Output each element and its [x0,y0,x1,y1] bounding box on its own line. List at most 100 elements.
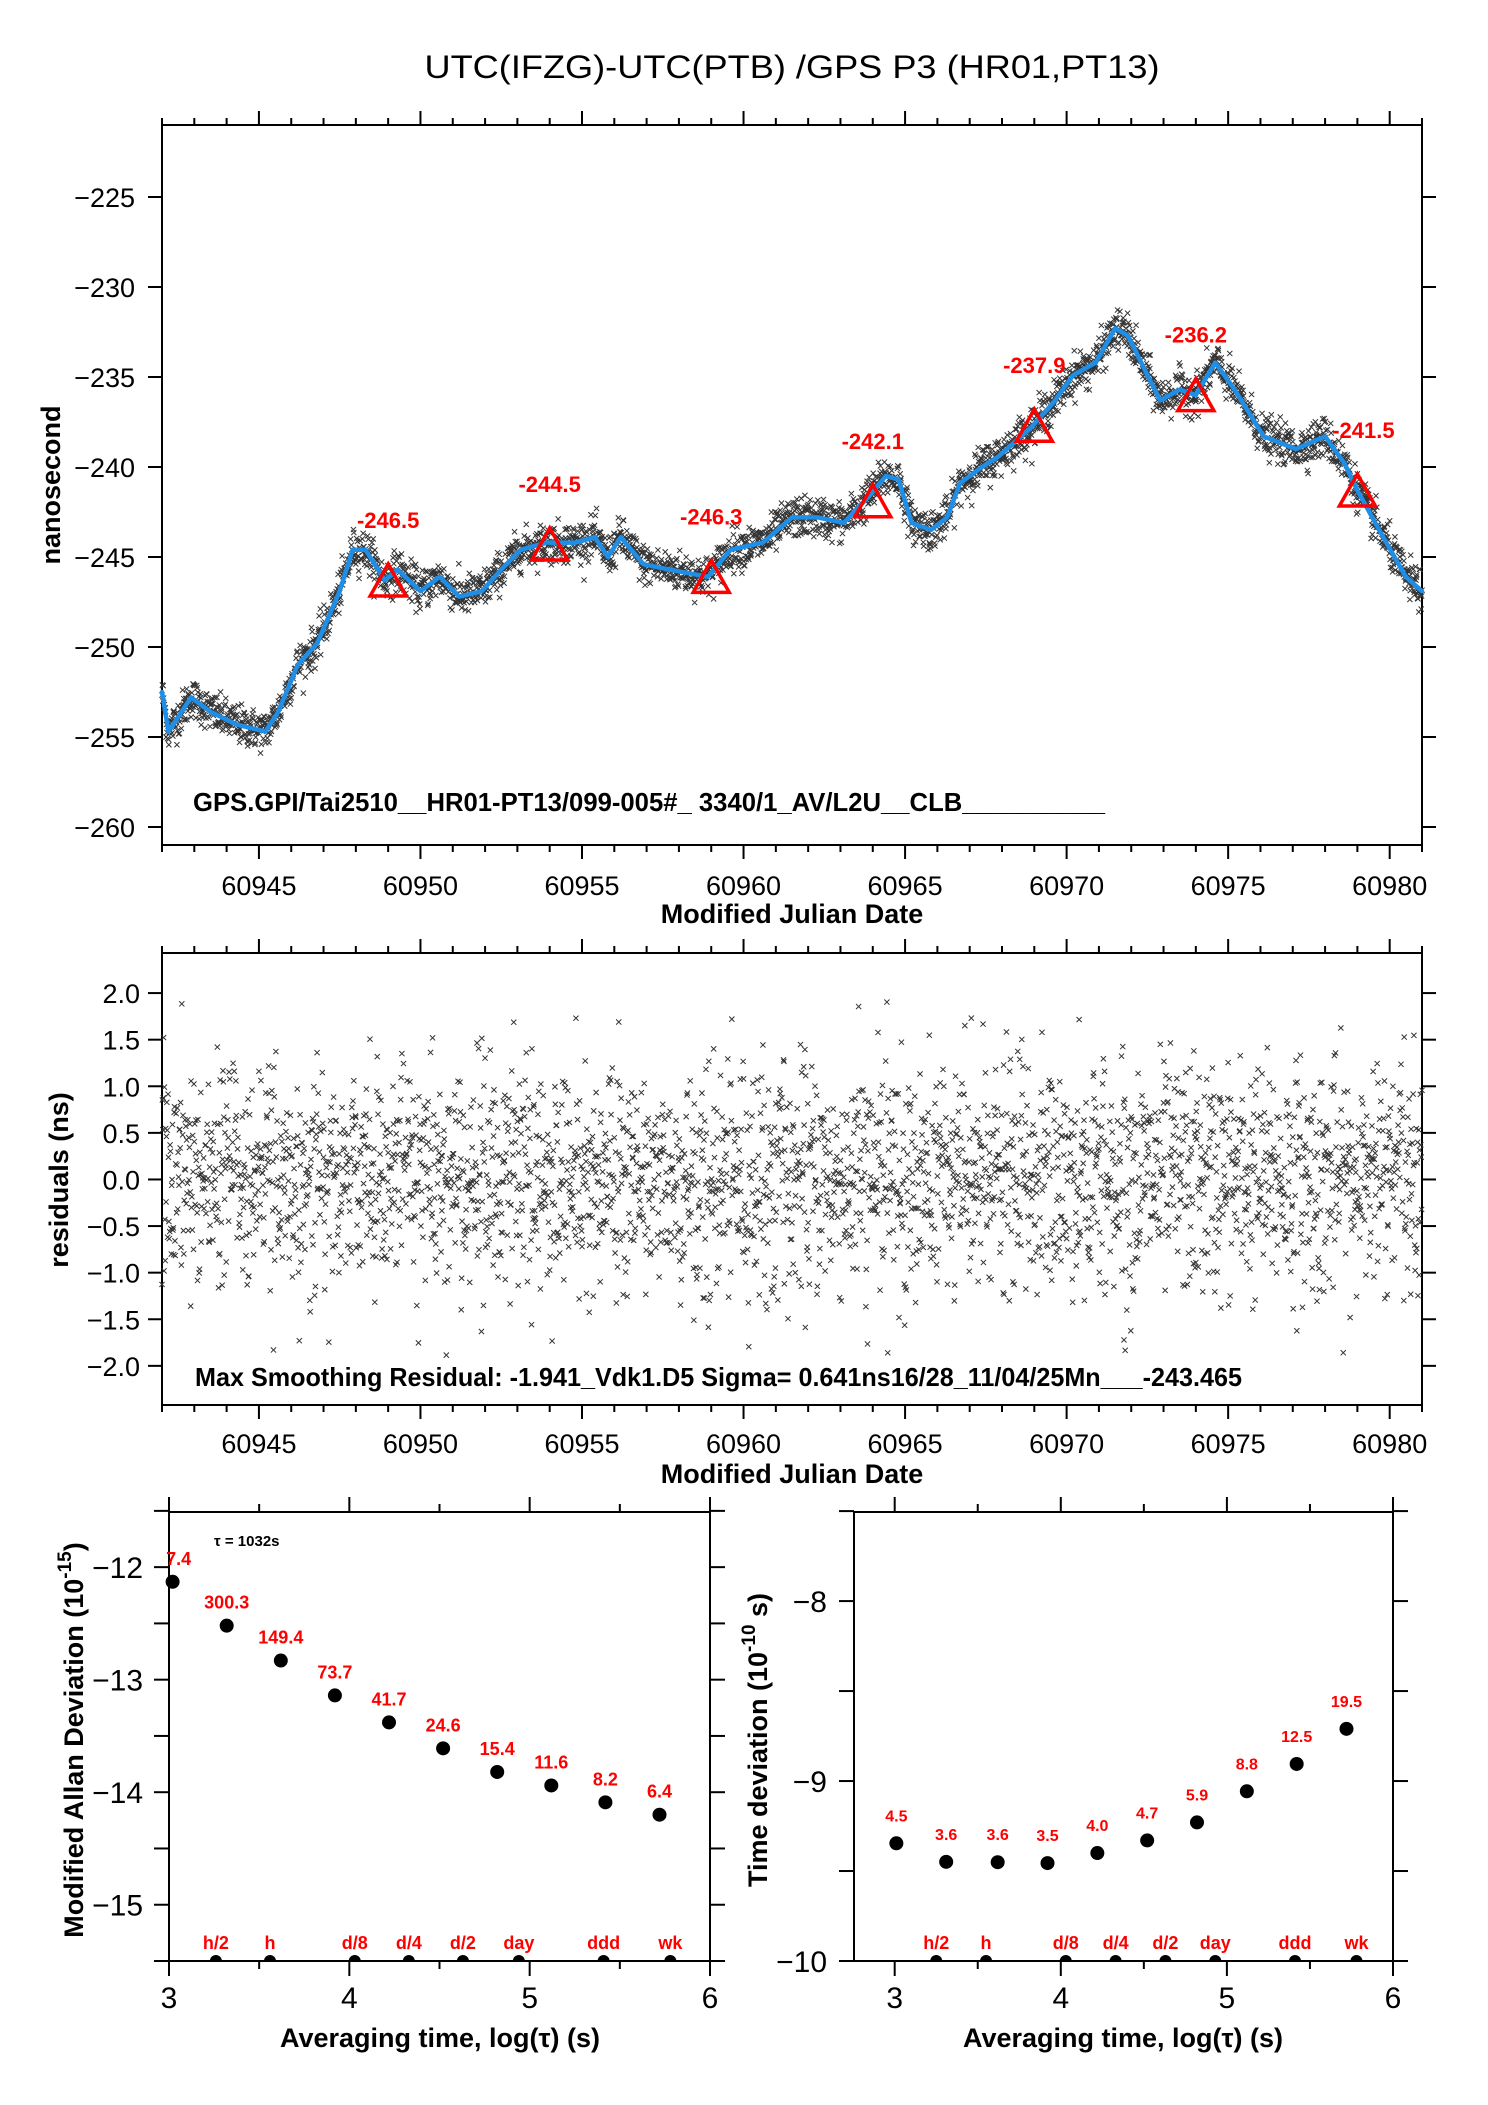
data-point [1028,460,1035,467]
data-point [673,1142,680,1149]
data-point [800,1063,807,1070]
data-point [698,1090,705,1097]
data-point [192,1150,199,1157]
data-point [463,1206,470,1213]
data-point [416,1147,423,1154]
data-point [665,553,672,560]
data-point [770,540,776,547]
data-point [565,1158,572,1165]
data-point [539,1162,546,1169]
data-point [362,1111,369,1118]
data-point [653,1186,660,1193]
data-point [570,1165,577,1172]
data-point [715,1177,722,1184]
data-point [335,610,342,617]
data-point [757,1110,764,1117]
data-point [694,1271,701,1278]
data-point [205,1175,211,1182]
data-point [527,1169,534,1176]
data-point [719,1114,726,1121]
data-point [376,1181,383,1188]
data-point [804,1244,811,1251]
data-point [665,1113,672,1120]
data-point [779,1177,786,1184]
data-point [943,493,950,499]
data-point [367,543,374,550]
data-point [392,589,399,596]
data-point [912,507,919,514]
data-point [171,1237,178,1244]
data-point [490,1133,497,1140]
data-point [796,1204,803,1210]
data-point [413,566,420,573]
data-point [820,496,827,503]
data-point [631,1093,638,1100]
data-point [673,555,680,562]
data-point [822,501,829,508]
data-point [761,1102,768,1109]
data-point [583,1158,589,1165]
data-point [495,1180,502,1187]
data-point [1312,418,1319,425]
data-point [321,1218,328,1225]
data-point [916,533,923,540]
x-tick-label: 60965 [868,1429,943,1459]
data-point [730,570,737,577]
data-point [417,1223,424,1230]
data-point [615,1188,622,1195]
data-point [810,1208,816,1215]
data-point [1013,426,1020,433]
data-point [1010,453,1017,460]
data-point [645,1115,652,1122]
data-point [655,1171,662,1178]
data-point [425,600,432,607]
data-point [631,1230,638,1237]
data-point [524,1162,531,1169]
data-point [728,1117,735,1124]
y-tick-label: −0.5 [87,1212,140,1242]
data-point [971,451,978,458]
data-point [694,1179,701,1185]
data-point [807,519,814,526]
data-point [387,1245,394,1252]
data-point [670,1197,677,1204]
y-tick-label: −250 [74,633,135,663]
data-point [807,496,814,503]
data-point [786,501,793,508]
data-point [699,1214,706,1221]
data-point [806,1281,813,1288]
data-point [462,1246,469,1252]
data-point [482,598,489,605]
data-point [598,1198,605,1204]
data-point [388,1220,395,1227]
data-point [234,1134,241,1141]
data-point [423,1170,430,1177]
data-point [1085,378,1091,385]
data-point [302,674,309,680]
data-point [518,571,524,578]
data-point [188,714,195,721]
data-point [633,1160,640,1167]
data-point [344,1169,351,1176]
data-point [379,1246,386,1252]
data-point [647,580,654,587]
data-point [449,575,456,582]
data-point [789,1121,796,1128]
data-point [238,701,245,708]
data-point [964,494,971,501]
data-point [188,1193,195,1200]
data-point [528,1045,535,1052]
data-point [711,1225,718,1232]
x-tick-label: 60945 [221,871,296,901]
data-point [522,1151,529,1158]
data-point [456,1175,463,1182]
data-point [712,1204,719,1211]
data-point [547,1234,554,1241]
data-point [451,1107,458,1114]
data-point [464,1158,471,1164]
data-point [246,1111,253,1118]
data-point [915,512,922,518]
data-point [507,1301,514,1307]
data-point [711,1154,718,1161]
data-point [1346,459,1353,466]
